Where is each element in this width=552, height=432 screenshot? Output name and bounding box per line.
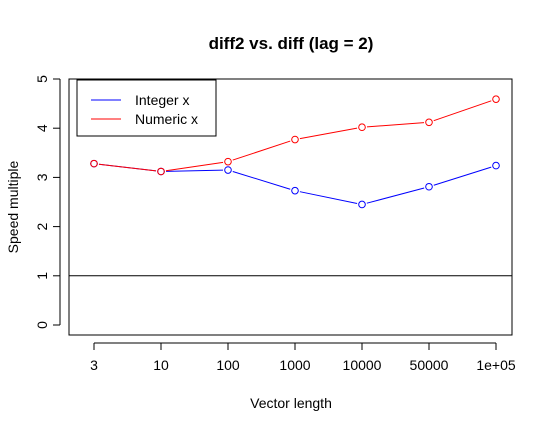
series-line-segment [367,123,424,127]
y-axis: 0 1 2 3 4 5 [34,75,60,329]
series-line-segment [300,192,357,204]
y-axis-title: Speed multiple [5,160,21,253]
x-tick-label: 1000 [279,357,310,373]
series-line-segment [434,167,491,185]
data-point [225,167,232,174]
data-point [158,168,165,175]
legend: Integer x Numeric x [77,80,216,136]
series-line-segment [166,162,223,170]
series-line-segment [166,170,223,171]
data-point [225,158,232,165]
legend-box [77,80,216,136]
legend-label-integer: Integer x [135,92,189,108]
series-line-segment [233,141,291,160]
data-point [91,160,98,167]
series-line-segment [233,171,290,189]
series-line-segment [300,128,357,138]
x-tick-label: 100 [216,357,240,373]
y-tick-label: 5 [34,75,50,83]
data-point [426,183,433,190]
x-tick-label: 50000 [410,357,449,373]
x-axis-title: Vector length [250,395,332,411]
x-tick-label: 1e+05 [476,357,516,373]
x-axis: 3 10 100 1000 10000 50000 1e+05 [90,343,516,373]
y-tick-label: 1 [34,272,50,280]
data-point [493,96,500,103]
legend-label-numeric: Numeric x [135,111,198,127]
x-tick-label: 10000 [343,357,382,373]
series-line-segment [99,164,156,171]
series-line-segment [434,101,492,121]
y-tick-label: 3 [34,173,50,181]
y-tick-label: 4 [34,124,50,132]
series-line-segment [367,188,424,203]
data-point [359,124,366,131]
data-point [292,136,299,143]
y-tick-label: 0 [34,321,50,329]
chart-title: diff2 vs. diff (lag = 2) [209,34,374,53]
data-point [426,119,433,126]
data-point [292,187,299,194]
y-tick-label: 2 [34,222,50,230]
data-point [359,201,366,208]
series-0 [91,160,500,207]
data-point [493,162,500,169]
x-tick-label: 3 [90,357,98,373]
x-tick-label: 10 [153,357,169,373]
